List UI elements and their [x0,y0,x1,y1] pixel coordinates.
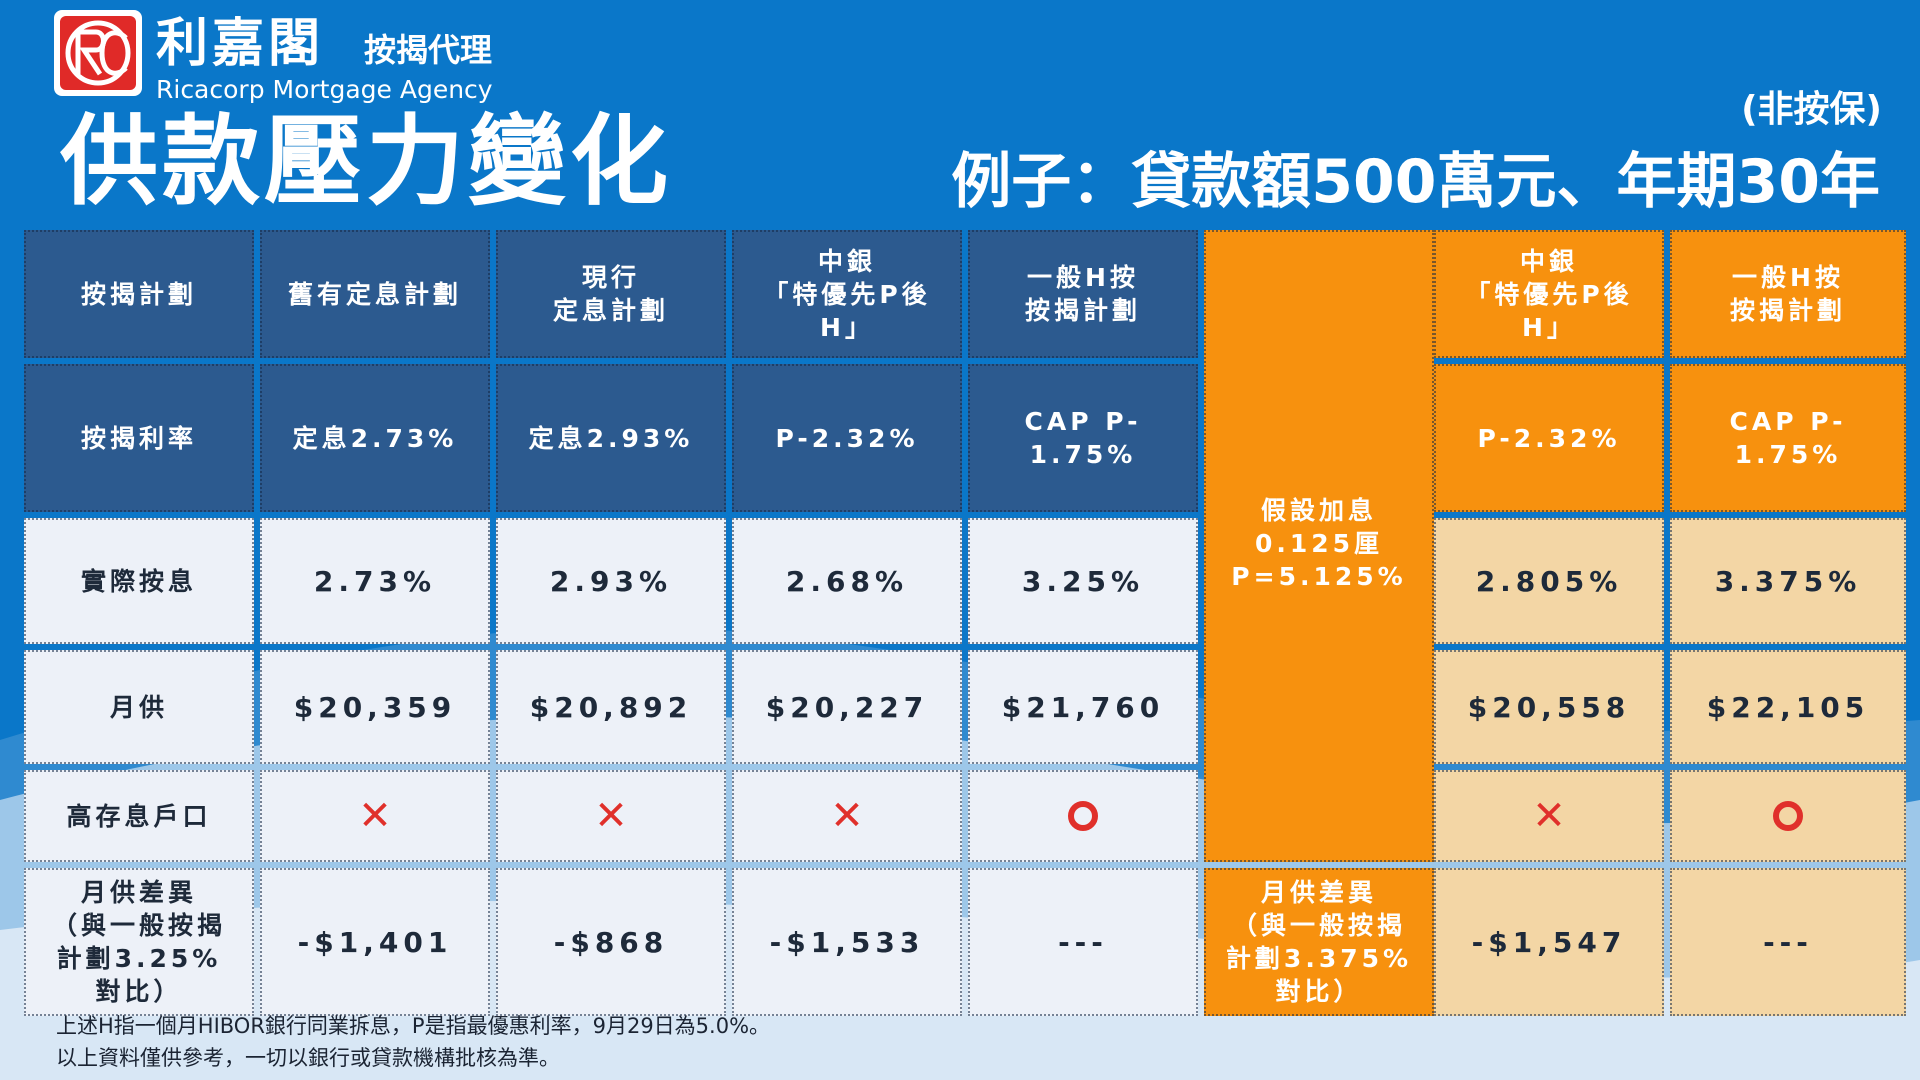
row-label-monthly-text: 月供 [109,692,168,722]
monthly-payment-cell-text: $22,105 [1706,690,1870,724]
brand-name-cn: 利嘉閣 [156,13,325,74]
row-label-rate-text: 按揭利率 [80,423,197,453]
brand-name-en: Ricacorp Mortgage Agency [156,75,493,104]
rate-cell-text: P-2.32% [775,423,919,453]
row-label-actual-rate-text: 實際按息 [80,566,197,596]
column-header-text: 中銀 「特優先P後 H」 [1465,246,1633,342]
actual-rate-cell-text: 2.93% [549,564,673,598]
payment-diff-cell: -$1,401 [260,868,490,1016]
monthly-payment-cell: $20,227 [732,650,962,764]
rate-cell: CAP P- 1.75% [968,364,1198,512]
rate-cell: 定息2.73% [260,364,490,512]
scenario-diff-label: 月供差異 （與一般按揭 計劃3.375% 對比） [1204,868,1434,1016]
actual-rate-cell: 2.73% [260,518,490,644]
row-label-diff: 月供差異 （與一般按揭 計劃3.25% 對比） [24,868,254,1016]
payment-diff-cell-text: -$1,547 [1471,925,1627,959]
row-label-deposit-text: 高存息戶口 [66,801,212,831]
monthly-payment-cell-text: $21,760 [1001,690,1165,724]
deposit-cell: ✕ [732,770,962,862]
brand-name-cn-sub: 按揭代理 [364,31,493,69]
footnote-2: 以上資料僅供參考，一切以銀行或貸款機構批核為準。 [56,1046,560,1070]
rate-cell-text: 定息2.73% [292,423,458,453]
rate-cell-text: 定息2.93% [528,423,694,453]
row-label-rate: 按揭利率 [24,364,254,512]
payment-diff-cell: -$868 [496,868,726,1016]
column-header-text: 中銀 「特優先P後 H」 [763,246,931,342]
column-header-text: 一般H按 按揭計劃 [1024,263,1141,325]
actual-rate-cell: 2.93% [496,518,726,644]
actual-rate-cell-text: 2.805% [1475,564,1623,598]
rate-cell: 定息2.93% [496,364,726,512]
column-header: 現行 定息計劃 [496,230,726,358]
monthly-payment-cell: $21,760 [968,650,1198,764]
column-header: 舊有定息計劃 [260,230,490,358]
column-header: 中銀 「特優先P後 H」 [1434,230,1664,358]
row-label-diff-text: 月供差異 （與一般按揭 計劃3.25% 對比） [51,878,226,1006]
cross-icon: ✕ [594,792,628,839]
payment-diff-cell-text: -$868 [553,925,669,959]
rate-cell: P-2.32% [732,364,962,512]
rate-hike-scenario-text: 假設加息 0.125厘 P=5.125% [1231,496,1407,591]
monthly-payment-cell: $22,105 [1670,650,1906,764]
loan-example: 例子：貸款額500萬元、年期30年 [951,147,1880,217]
circle-icon [1773,801,1803,831]
rate-cell-text: CAP P- 1.75% [1729,407,1847,469]
monthly-payment-cell-text: $20,227 [765,690,929,724]
actual-rate-cell: 2.68% [732,518,962,644]
row-label-deposit: 高存息戶口 [24,770,254,862]
actual-rate-cell-text: 3.25% [1021,564,1145,598]
deposit-cell [1670,770,1906,862]
scenario-diff-label-text: 月供差異 （與一般按揭 計劃3.375% 對比） [1225,878,1413,1006]
actual-rate-cell: 3.375% [1670,518,1906,644]
circle-icon [1068,801,1098,831]
payment-diff-cell-text: -$1,401 [297,925,453,959]
actual-rate-cell: 2.805% [1434,518,1664,644]
monthly-payment-cell-text: $20,558 [1467,690,1631,724]
payment-diff-cell: --- [968,868,1198,1016]
deposit-cell: ✕ [1434,770,1664,862]
payment-diff-cell-text: -$1,533 [769,925,925,959]
monthly-payment-cell: $20,359 [260,650,490,764]
column-header-text: 一般H按 按揭計劃 [1729,263,1846,325]
payment-diff-cell: --- [1670,868,1906,1016]
column-header-text: 現行 定息計劃 [552,263,669,325]
column-header-text: 舊有定息計劃 [287,279,462,309]
rc-logo-icon [60,16,136,90]
cross-icon: ✕ [830,792,864,839]
column-header: 按揭計劃 [24,230,254,358]
rate-hike-scenario: 假設加息 0.125厘 P=5.125% [1204,230,1434,862]
non-insured-note: (非按保) [1741,89,1882,130]
row-label-actual-rate: 實際按息 [24,518,254,644]
actual-rate-cell-text: 2.73% [313,564,437,598]
monthly-payment-cell: $20,558 [1434,650,1664,764]
payment-diff-cell: -$1,547 [1434,868,1664,1016]
rate-cell: CAP P- 1.75% [1670,364,1906,512]
payment-diff-cell-text: --- [1763,925,1813,959]
deposit-cell: ✕ [496,770,726,862]
actual-rate-cell: 3.25% [968,518,1198,644]
column-header: 中銀 「特優先P後 H」 [732,230,962,358]
deposit-cell [968,770,1198,862]
rate-cell-text: P-2.32% [1477,423,1621,453]
ricacorp-logo [54,10,142,96]
rate-cell-text: CAP P- 1.75% [1024,407,1142,469]
actual-rate-cell-text: 3.375% [1714,564,1862,598]
monthly-payment-cell: $20,892 [496,650,726,764]
footnote-1: 上述H指一個月HIBOR銀行同業拆息，P是指最優惠利率，9月29日為5.0%。 [56,1014,771,1038]
monthly-payment-cell-text: $20,359 [293,690,457,724]
rate-cell: P-2.32% [1434,364,1664,512]
column-header: 一般H按 按揭計劃 [1670,230,1906,358]
payment-diff-cell: -$1,533 [732,868,962,1016]
page-title: 供款壓力變化 [60,105,673,219]
cross-icon: ✕ [1532,792,1566,839]
column-header-text: 按揭計劃 [80,279,197,309]
monthly-payment-cell-text: $20,892 [529,690,693,724]
cross-icon: ✕ [358,792,392,839]
actual-rate-cell-text: 2.68% [785,564,909,598]
payment-diff-cell-text: --- [1058,925,1108,959]
row-label-monthly: 月供 [24,650,254,764]
deposit-cell: ✕ [260,770,490,862]
column-header: 一般H按 按揭計劃 [968,230,1198,358]
